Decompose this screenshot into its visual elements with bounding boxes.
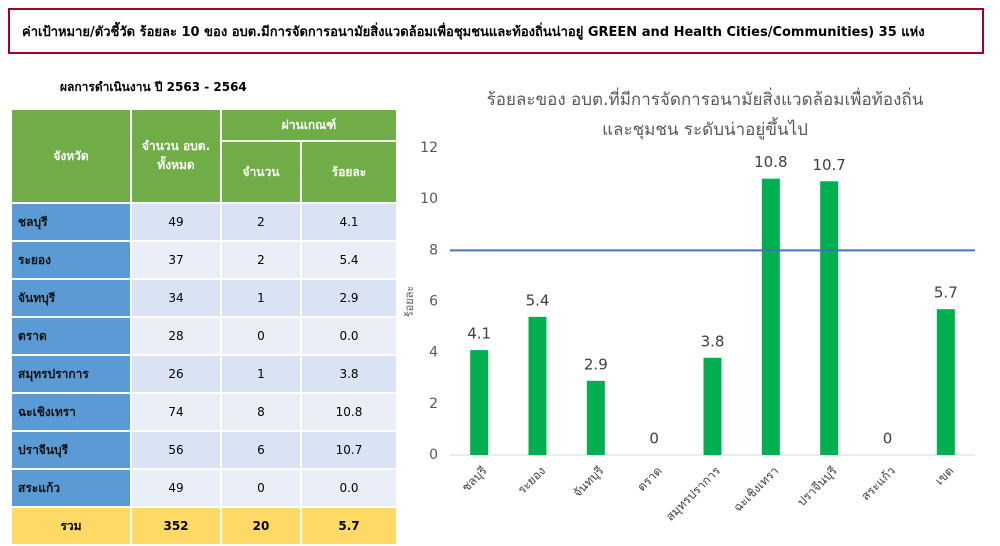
- data-label: 4.1: [467, 325, 491, 343]
- data-label: 5.7: [934, 284, 958, 302]
- data-label: 10.8: [754, 153, 787, 171]
- y-tick-label: 8: [429, 242, 438, 258]
- table-cell: 0: [220, 468, 302, 508]
- bar: [820, 181, 839, 455]
- table-cell: 20: [220, 506, 302, 546]
- bar: [470, 350, 489, 455]
- header-title: ค่าเป้าหมาย/ตัวชี้วัด ร้อยละ 10 ของ อบต.…: [8, 8, 984, 54]
- table-cell: จันทบุรี: [10, 278, 132, 318]
- x-tick-label: จันทบุรี: [570, 463, 607, 500]
- table-row: จันทบุรี 34 1 2.9: [10, 278, 398, 318]
- table-cell: 26: [130, 354, 222, 394]
- table-cell: 3.8: [300, 354, 398, 394]
- table-cell: 1: [220, 278, 302, 318]
- chart: ร้อยละของ อบต.ที่มีการจัดการอนามัยสิ่งแว…: [403, 87, 975, 524]
- table-cell: 34: [130, 278, 222, 318]
- table-cell: 0.0: [300, 468, 398, 508]
- table-cell: ตราด: [10, 316, 132, 356]
- y-tick-label: 2: [429, 396, 438, 412]
- table-cell: 74: [130, 392, 222, 432]
- table-cell: 1: [220, 354, 302, 394]
- table-cell: 0: [220, 316, 302, 356]
- table-caption: ผลการดำเนินงาน ปี 2563 - 2564: [60, 80, 247, 94]
- table-cell: 49: [130, 468, 222, 508]
- table-cell: สระแก้ว: [10, 468, 132, 508]
- table-cell: 2.9: [300, 278, 398, 318]
- table-cell: 10.7: [300, 430, 398, 470]
- header-cell: ผ่านเกณฑ์: [220, 108, 398, 142]
- x-tick-label: ระยอง: [515, 464, 548, 497]
- table-body: ชลบุรี 49 2 4.1 ระยอง 37 2 5.4 จันทบุรี 34 1 2.9 ตรา…: [10, 202, 398, 546]
- data-label: 5.4: [526, 291, 550, 309]
- data-label: 0: [883, 430, 893, 448]
- bar: [586, 380, 605, 455]
- data-label: 2.9: [584, 355, 608, 373]
- table-cell: 5.7: [300, 506, 398, 546]
- table-cell: 8: [220, 392, 302, 432]
- table-cell: 56: [130, 430, 222, 470]
- table: จังหวัด จำนวน อบต. ทั้งหมด ผ่านเกณฑ์ จำน…: [10, 108, 398, 546]
- table-cell: ปราจีนบุรี: [10, 430, 132, 470]
- table-cell: 5.4: [300, 240, 398, 280]
- table-cell: 49: [130, 202, 222, 242]
- table-row: รวม 352 20 5.7: [10, 506, 398, 546]
- bar: [528, 316, 547, 455]
- y-axis-label: ร้อยละ: [403, 286, 416, 318]
- table-cell: 10.8: [300, 392, 398, 432]
- table-row: ระยอง 37 2 5.4: [10, 240, 398, 280]
- header-cell: จังหวัด: [10, 108, 132, 204]
- table-row: ตราด 28 0 0.0: [10, 316, 398, 356]
- x-tick-label: สระแก้ว: [859, 464, 899, 504]
- table-row: สระแก้ว 49 0 0.0: [10, 468, 398, 508]
- bar: [936, 309, 955, 455]
- y-tick-label: 12: [420, 140, 438, 156]
- table-cell: ระยอง: [10, 240, 132, 280]
- table-row: ชลบุรี 49 2 4.1: [10, 202, 398, 242]
- x-tick-label: ปราจีนบุรี: [794, 463, 840, 509]
- bar: [761, 178, 780, 455]
- data-label: 0: [649, 430, 659, 448]
- x-tick-label: ตราด: [635, 464, 665, 494]
- x-tick-label: ฉะเชิงเทรา: [731, 464, 782, 515]
- table-cell: 352: [130, 506, 222, 546]
- table-cell: 6: [220, 430, 302, 470]
- table-cell: 2: [220, 240, 302, 280]
- table-cell: 2: [220, 202, 302, 242]
- chart-title: ร้อยละของ อบต.ที่มีการจัดการอนามัยสิ่งแว…: [487, 87, 924, 110]
- table-cell: ชลบุรี: [10, 202, 132, 242]
- table-cell: สมุทรปราการ: [10, 354, 132, 394]
- y-tick-label: 0: [429, 447, 438, 463]
- table-row: สมุทรปราการ 26 1 3.8: [10, 354, 398, 394]
- y-tick-label: 6: [429, 294, 438, 310]
- table-row: ปราจีนบุรี 56 6 10.7: [10, 430, 398, 470]
- bar: [703, 357, 722, 455]
- table-cell: 37: [130, 240, 222, 280]
- y-tick-label: 10: [420, 191, 438, 207]
- table-cell: รวม: [10, 506, 132, 546]
- x-tick-label: เขต: [932, 464, 956, 488]
- data-label: 3.8: [701, 332, 725, 350]
- chart-title: และชุมชน ระดับน่าอยู่ขึ้นไป: [602, 117, 808, 140]
- table-cell: ฉะเชิงเทรา: [10, 392, 132, 432]
- x-tick-label: ชลบุรี: [459, 463, 491, 495]
- table-cell: 4.1: [300, 202, 398, 242]
- header-cell: จำนวน อบต. ทั้งหมด: [130, 108, 222, 204]
- header-cell: ร้อยละ: [300, 140, 398, 204]
- x-tick-label: สมุทรปราการ: [663, 463, 724, 524]
- data-label: 10.7: [812, 156, 845, 174]
- y-tick-label: 4: [429, 345, 438, 361]
- table-row: ฉะเชิงเทรา 74 8 10.8: [10, 392, 398, 432]
- table-cell: 28: [130, 316, 222, 356]
- table-cell: 0.0: [300, 316, 398, 356]
- header-cell: จำนวน: [220, 140, 302, 204]
